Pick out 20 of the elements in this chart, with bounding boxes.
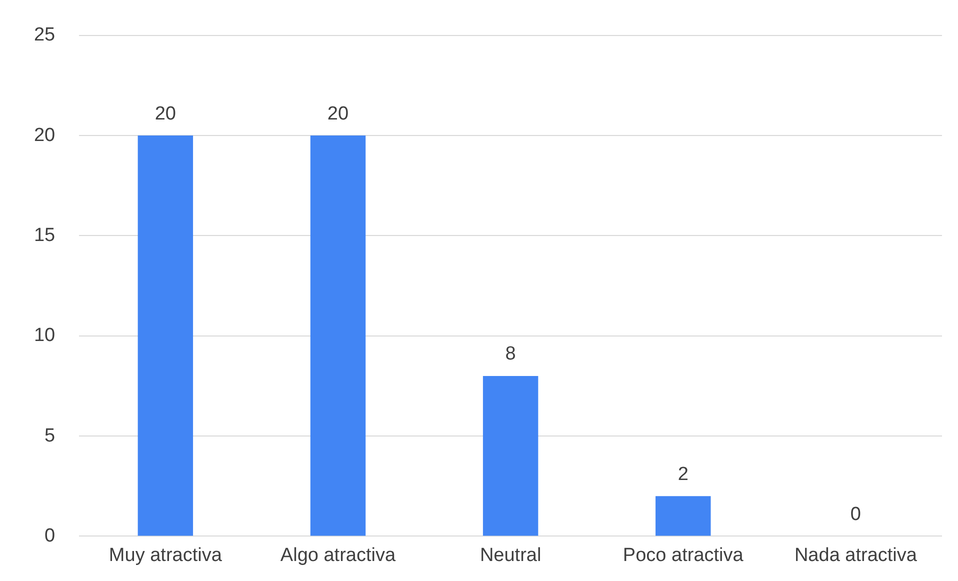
y-tick-label: 5 (44, 425, 56, 446)
x-tick-label: Algo atractiva (280, 544, 396, 566)
x-tick-label: Poco atractiva (622, 544, 744, 566)
bar (656, 496, 711, 536)
data-label: 2 (678, 464, 688, 485)
x-tick-label: Neutral (480, 544, 542, 566)
y-tick-label: 0 (44, 525, 56, 546)
bar (310, 136, 366, 536)
y-tick-label: 15 (34, 224, 56, 246)
x-tick-label: Muy atractiva (108, 544, 222, 566)
y-tick-label: 10 (34, 325, 56, 346)
x-tick-label: Nada atractiva (794, 544, 918, 566)
bar (138, 136, 194, 536)
data-label: 8 (505, 344, 516, 365)
data-label: 0 (850, 504, 861, 525)
data-label: 20 (154, 103, 176, 124)
data-label: 20 (327, 103, 349, 124)
y-tick-label: 25 (34, 24, 56, 46)
bar (482, 376, 538, 536)
y-tick-label: 20 (34, 124, 56, 146)
